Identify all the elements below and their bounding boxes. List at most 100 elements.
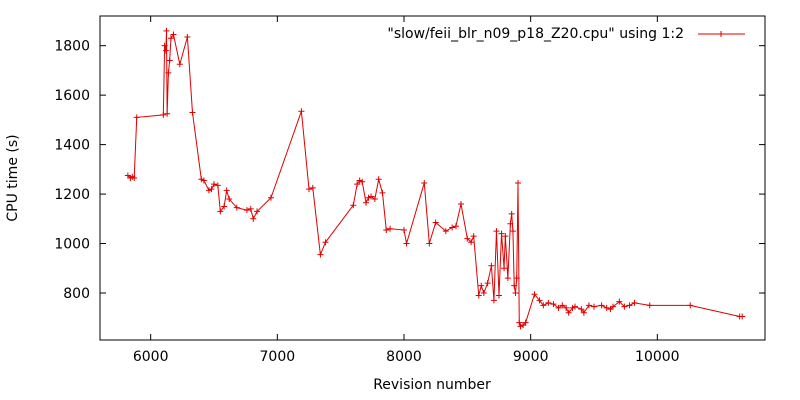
legend: "slow/feii_blr_n09_p18_Z20.cpu" using 1:… bbox=[387, 26, 745, 42]
data-point-marker bbox=[452, 223, 459, 230]
data-point-marker bbox=[621, 303, 628, 310]
data-point-marker bbox=[631, 299, 638, 306]
data-point-marker bbox=[626, 302, 633, 309]
data-point-marker bbox=[164, 110, 171, 117]
legend-marker bbox=[718, 31, 724, 37]
data-point-marker bbox=[217, 208, 224, 215]
data-point-marker bbox=[508, 210, 515, 217]
data-point-marker bbox=[254, 208, 261, 215]
data-point-marker bbox=[368, 193, 375, 200]
data-point-marker bbox=[208, 186, 215, 193]
data-point-marker bbox=[165, 69, 172, 76]
data-point-marker bbox=[603, 304, 610, 311]
data-point-marker bbox=[569, 304, 576, 311]
data-point-marker bbox=[513, 275, 520, 282]
data-point-marker bbox=[580, 309, 587, 316]
data-point-marker bbox=[214, 182, 221, 189]
x-tick-label: 7000 bbox=[260, 349, 296, 365]
data-point-marker bbox=[387, 225, 394, 232]
data-point-marker bbox=[166, 57, 173, 64]
data-point-marker bbox=[309, 184, 316, 191]
data-point-marker bbox=[200, 177, 207, 184]
data-point-marker bbox=[512, 290, 519, 297]
data-point-marker bbox=[198, 176, 205, 183]
data-point-marker bbox=[363, 199, 369, 206]
data-point-marker bbox=[442, 228, 449, 235]
data-point-marker bbox=[480, 290, 487, 297]
data-point-marker bbox=[350, 202, 357, 209]
y-tick-label: 1000 bbox=[54, 237, 90, 253]
data-point-marker bbox=[507, 220, 514, 227]
data-point-marker bbox=[515, 179, 521, 186]
data-point-marker bbox=[501, 265, 508, 272]
data-point-marker bbox=[563, 304, 570, 311]
data-point-marker bbox=[205, 187, 212, 194]
data-point-marker bbox=[298, 108, 305, 115]
series-line bbox=[127, 30, 743, 328]
y-axis-ticks: 800 1000 1200 1400 1600 1800 bbox=[54, 39, 765, 302]
data-point-marker bbox=[516, 319, 523, 326]
data-point-marker bbox=[498, 230, 505, 237]
data-point-marker bbox=[421, 179, 428, 186]
data-point-marker bbox=[517, 323, 524, 330]
x-tick-label: 10000 bbox=[635, 349, 680, 365]
data-point-marker bbox=[739, 313, 746, 320]
data-point-marker bbox=[545, 299, 552, 306]
data-point-marker bbox=[243, 207, 250, 214]
data-point-marker bbox=[458, 200, 464, 207]
data-point-marker bbox=[162, 47, 169, 54]
data-point-marker bbox=[226, 196, 233, 203]
y-tick-label: 1200 bbox=[54, 187, 90, 203]
data-point-marker bbox=[365, 194, 372, 201]
data-point-marker bbox=[509, 228, 516, 235]
data-point-marker bbox=[616, 298, 623, 305]
data-point-marker bbox=[475, 292, 482, 299]
data-point-marker bbox=[432, 219, 439, 226]
data-point-marker bbox=[306, 186, 312, 193]
data-point-marker bbox=[403, 240, 410, 247]
data-point-marker bbox=[268, 194, 274, 201]
data-point-marker bbox=[189, 109, 196, 116]
data-point-marker bbox=[464, 235, 471, 242]
data-point-marker bbox=[223, 187, 230, 194]
data-point-marker bbox=[221, 203, 228, 210]
data-point-marker bbox=[184, 34, 191, 41]
data-point-marker bbox=[131, 175, 138, 181]
data-point-marker bbox=[484, 280, 491, 287]
y-tick-label: 1600 bbox=[54, 88, 90, 104]
x-axis-label: Revision number bbox=[373, 377, 491, 393]
data-point-marker bbox=[176, 61, 183, 68]
data-point-marker bbox=[572, 303, 578, 310]
data-point-marker bbox=[559, 302, 566, 309]
data-point-marker bbox=[379, 189, 386, 196]
data-point-marker bbox=[490, 297, 497, 304]
data-point-marker bbox=[502, 233, 509, 240]
data-point-marker bbox=[401, 226, 407, 233]
data-point-marker bbox=[550, 301, 557, 308]
data-point-marker bbox=[359, 178, 366, 185]
data-point-marker bbox=[322, 239, 329, 246]
x-axis-ticks: 6000 7000 8000 9000 10000 bbox=[133, 16, 680, 365]
data-point-marker bbox=[211, 181, 217, 188]
data-point-marker bbox=[585, 302, 592, 309]
x-tick-label: 6000 bbox=[133, 349, 169, 365]
data-point-marker bbox=[247, 205, 254, 212]
data-point-marker bbox=[610, 303, 616, 310]
y-tick-label: 1400 bbox=[54, 138, 90, 154]
data-point-marker bbox=[470, 233, 477, 240]
data-point-marker bbox=[555, 304, 562, 311]
data-point-marker bbox=[161, 42, 168, 49]
data-point-marker bbox=[426, 240, 433, 247]
data-point-marker bbox=[356, 177, 363, 184]
data-point-marker bbox=[687, 302, 694, 309]
x-tick-label: 8000 bbox=[386, 349, 422, 365]
data-point-marker bbox=[578, 306, 585, 313]
data-point-marker bbox=[371, 196, 378, 203]
legend-label: "slow/feii_blr_n09_p18_Z20.cpu" using 1:… bbox=[387, 26, 684, 42]
data-point-marker bbox=[468, 239, 475, 246]
data-point-marker bbox=[598, 302, 605, 309]
data-point-marker bbox=[522, 319, 529, 326]
data-point-marker bbox=[536, 297, 543, 304]
data-point-marker bbox=[233, 204, 240, 211]
